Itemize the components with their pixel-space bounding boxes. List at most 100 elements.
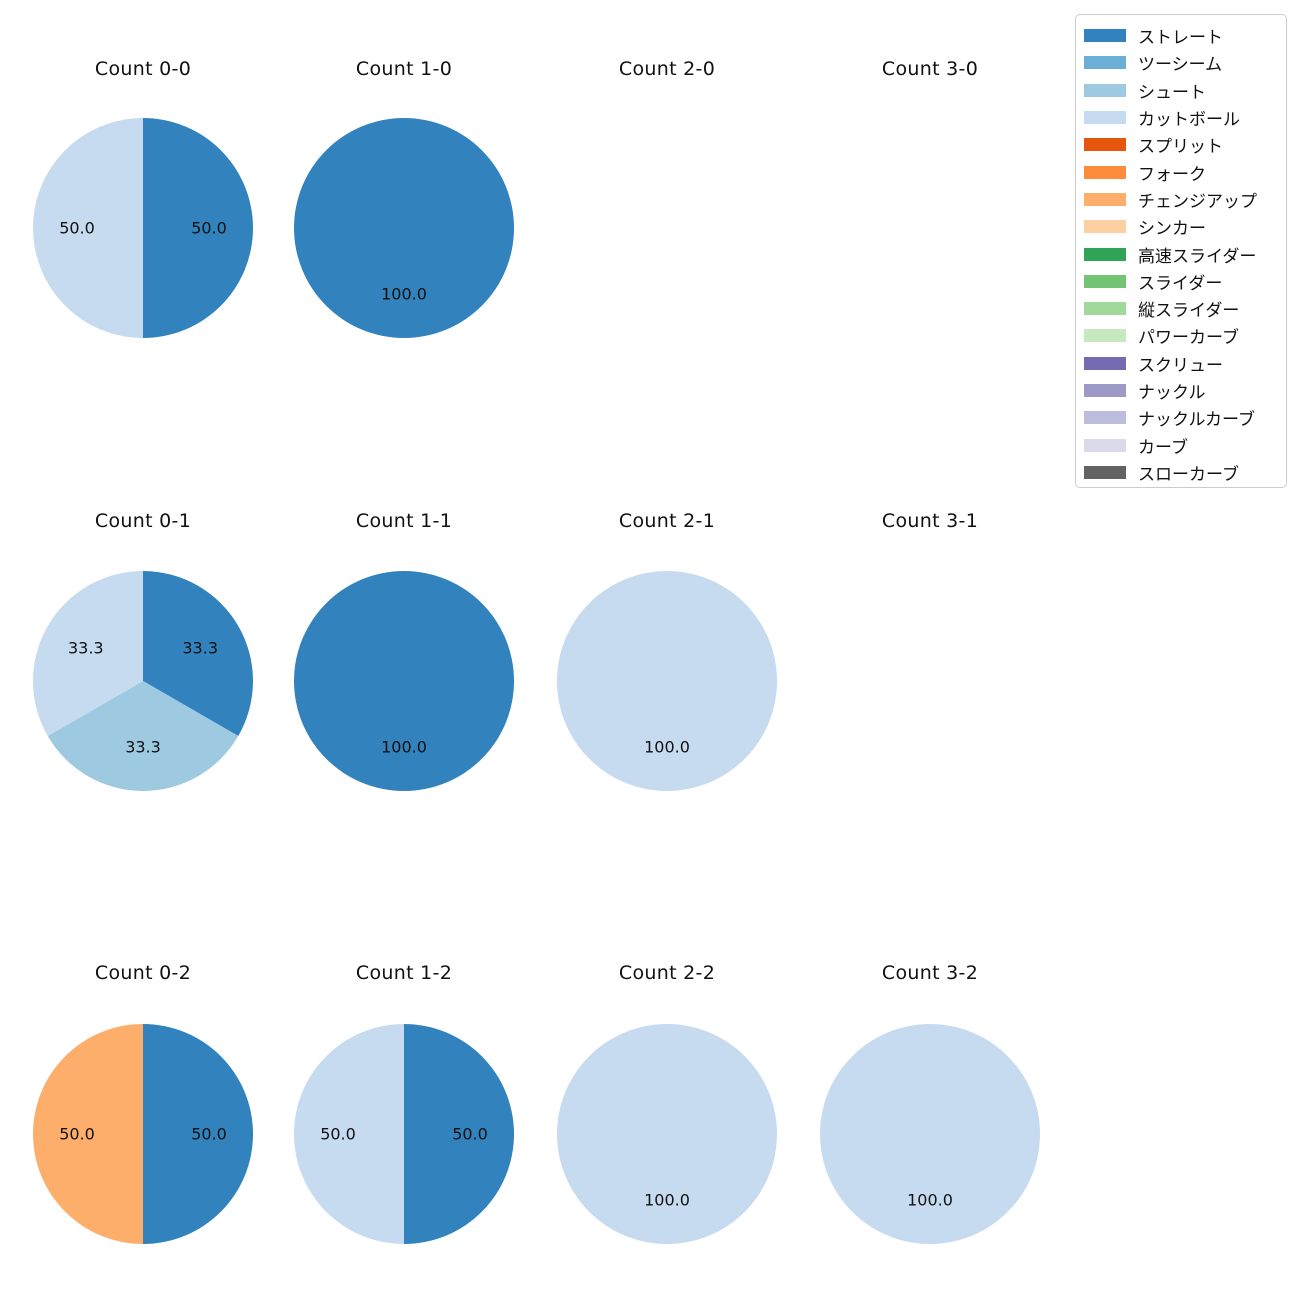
legend-label: シンカー <box>1138 219 1206 240</box>
pie-chart: 33.3 33.3 33.3 <box>33 571 253 791</box>
subplot-count-0-2: Count 0-2 50.0 50.0 <box>12 959 274 1245</box>
legend-item: カーブ <box>1084 431 1286 458</box>
legend-swatch <box>1084 384 1126 397</box>
legend-label: カーブ <box>1138 437 1188 458</box>
legend-label: ストレート <box>1138 28 1223 49</box>
legend-swatch <box>1084 465 1126 479</box>
subplot-title: Count 1-1 <box>355 510 453 532</box>
legend-item: チェンジアップ <box>1084 186 1286 213</box>
subplot-title: Count 2-0 <box>618 58 716 80</box>
legend-swatch <box>1084 438 1126 452</box>
pie-chart: 50.0 50.0 <box>33 118 253 338</box>
pie-slice-percent-label: 50.0 <box>452 1125 488 1144</box>
subplot-count-1-0: Count 1-0 100.0 <box>273 55 535 339</box>
legend-swatch <box>1084 274 1126 288</box>
subplot-count-3-1: Count 3-1 <box>799 507 1061 535</box>
legend-label: パワーカーブ <box>1138 328 1239 349</box>
pie-slice-percent-label: 100.0 <box>644 738 690 757</box>
legend-label: フォーク <box>1138 164 1206 185</box>
pie-slice <box>33 1024 143 1244</box>
subplot-title: Count 0-0 <box>94 58 192 80</box>
subplot-count-2-0: Count 2-0 <box>536 55 798 83</box>
pie-slice-percent-label: 50.0 <box>191 219 227 238</box>
legend-label: スクリュー <box>1138 355 1223 376</box>
pie-slice-percent-label: 33.3 <box>182 639 218 658</box>
legend-item: パワーカーブ <box>1084 322 1286 349</box>
legend-item: スクリュー <box>1084 350 1286 377</box>
pie-slice-percent-label: 100.0 <box>381 285 427 304</box>
subplot-title: Count 3-1 <box>881 510 979 532</box>
legend-label: ナックル <box>1138 383 1206 403</box>
subplot-count-1-2: Count 1-2 50.0 50.0 <box>273 959 535 1245</box>
pie-chart: 50.0 50.0 <box>294 1024 514 1244</box>
pie-slice <box>557 1024 777 1244</box>
subplot-count-0-1: Count 0-1 33.3 33.3 33.3 <box>12 507 274 792</box>
legend-label: 縦スライダー <box>1138 301 1240 322</box>
subplot-title: Count 1-0 <box>355 58 453 80</box>
subplot-title: Count 3-0 <box>881 58 979 80</box>
legend-item: スプリット <box>1084 131 1286 158</box>
subplot-count-3-2: Count 3-2 100.0 <box>799 959 1061 1245</box>
pie-slice <box>820 1024 1040 1244</box>
legend-swatch <box>1084 83 1126 97</box>
pie-slice <box>143 571 253 736</box>
legend-item: シュート <box>1084 77 1286 104</box>
legend-label: チェンジアップ <box>1138 191 1257 212</box>
legend-swatch <box>1084 29 1126 43</box>
pie-slice-percent-label: 33.3 <box>68 639 104 658</box>
legend-item: スローカーブ <box>1084 459 1286 486</box>
legend-label: スローカーブ <box>1138 464 1239 485</box>
legend-label: カットボール <box>1138 110 1240 131</box>
subplot-title: Count 3-2 <box>881 962 979 984</box>
pie-slice-percent-label: 50.0 <box>320 1125 356 1144</box>
pie-slice <box>143 1024 253 1244</box>
pie-slice-percent-label: 100.0 <box>381 738 427 757</box>
legend-label: スライダー <box>1138 273 1223 294</box>
pie-slice <box>404 1024 514 1244</box>
legend-swatch <box>1084 247 1126 261</box>
pie-slice-percent-label: 50.0 <box>59 219 95 238</box>
pie-slice <box>143 118 253 338</box>
pie-chart: 100.0 <box>557 1024 777 1244</box>
legend-swatch <box>1084 111 1126 125</box>
pie-slice <box>47 681 239 791</box>
legend-item: スライダー <box>1084 268 1286 295</box>
subplot-title: Count 1-2 <box>355 962 453 984</box>
legend-label: 高速スライダー <box>1138 246 1257 267</box>
pie-slice <box>33 118 143 338</box>
subplot-count-2-1: Count 2-1 100.0 <box>536 507 798 792</box>
legend-label: ツーシーム <box>1138 55 1223 76</box>
legend-item: シンカー <box>1084 213 1286 240</box>
subplot-count-2-2: Count 2-2 100.0 <box>536 959 798 1245</box>
pie-chart: 100.0 <box>294 118 514 338</box>
legend-label: スプリット <box>1138 137 1223 158</box>
subplot-count-3-0: Count 3-0 <box>799 55 1061 83</box>
legend-swatch <box>1084 192 1126 206</box>
legend-item: ツーシーム <box>1084 49 1286 76</box>
subplot-title: Count 2-2 <box>618 962 716 984</box>
legend-swatch <box>1084 411 1126 425</box>
legend-label: ナックルカーブ <box>1138 410 1255 431</box>
pie-slice-percent-label: 33.3 <box>125 738 161 757</box>
legend-swatch <box>1084 356 1126 370</box>
legend-swatch <box>1084 56 1126 70</box>
pie-slice <box>33 571 143 736</box>
pie-slice <box>294 118 514 338</box>
legend-swatch <box>1084 329 1126 343</box>
legend-swatch <box>1084 220 1126 234</box>
legend-item: ナックルカーブ <box>1084 404 1286 431</box>
legend-item: ストレート <box>1084 22 1286 49</box>
legend-label: シュート <box>1138 82 1206 103</box>
pie-slice-percent-label: 50.0 <box>59 1125 95 1144</box>
pie-chart: 100.0 <box>294 571 514 791</box>
subplot-count-1-1: Count 1-1 100.0 <box>273 507 535 792</box>
legend-swatch <box>1084 302 1126 316</box>
legend-item: 縦スライダー <box>1084 295 1286 322</box>
subplot-title: Count 2-1 <box>618 510 716 532</box>
legend-item: カットボール <box>1084 104 1286 131</box>
pie-slice-percent-label: 100.0 <box>907 1191 953 1210</box>
pie-chart: 50.0 50.0 <box>33 1024 253 1244</box>
subplot-count-0-0: Count 0-0 50.0 50.0 <box>12 55 274 339</box>
subplot-title: Count 0-1 <box>94 510 192 532</box>
legend-swatch <box>1084 165 1126 179</box>
